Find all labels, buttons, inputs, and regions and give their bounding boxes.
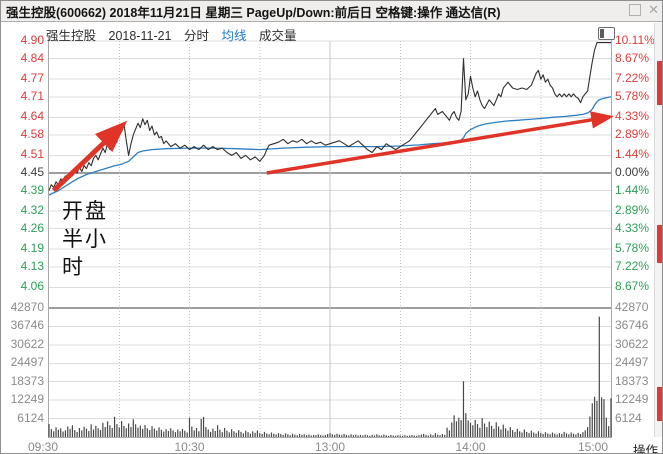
volume-tick-label: 18373: [615, 373, 649, 388]
action-label[interactable]: 操作: [633, 444, 659, 454]
pct-tick-label: 10.11%: [615, 33, 655, 48]
price-tick-label: 4.90: [20, 33, 44, 48]
price-tick-label: 4.13: [20, 258, 44, 273]
price-tick-label: 4.19: [20, 241, 44, 256]
period-label: 分时: [184, 29, 210, 43]
time-axis: 09:30 10:30 13:00 14:00 15:00: [1, 439, 662, 454]
pct-tick-label: 2.89%: [615, 203, 650, 218]
pct-tick-label: 8.67%: [615, 50, 650, 65]
time-tick-label: 14:00: [455, 440, 486, 454]
strip-marker: [657, 61, 662, 105]
window-controls: ✕: [629, 3, 659, 16]
pct-tick-label: 8.67%: [615, 279, 650, 294]
volume-tick-label: 42870: [10, 300, 44, 314]
pct-tick-label: 1.44%: [615, 182, 650, 197]
annotation-text: 开盘半小时: [62, 200, 108, 279]
stock-name: 强生控股: [46, 29, 97, 43]
title-bar[interactable]: 强生控股(600662) 2018年11月21日 星期三 PageUp/Down…: [1, 1, 662, 22]
close-icon[interactable]: ✕: [648, 2, 659, 17]
volume-tick-label: 30622: [10, 336, 44, 351]
time-tick-label: 09:30: [27, 440, 59, 454]
left-price-axis: 4.90 4.84 4.77 4.71 4.64 4.58 4.51 4.45 4.39 4.32…: [1, 1, 45, 453]
pct-tick-label: 1.44%: [615, 147, 650, 162]
price-tick-label: 4.39: [20, 182, 44, 197]
pct-tick-label: 0.00%: [615, 165, 650, 179]
time-tick-label: 13:00: [314, 440, 346, 454]
price-tick-label: 4.51: [20, 147, 44, 162]
pct-tick-label: 7.22%: [615, 71, 650, 86]
volume-tick-label: 36746: [615, 318, 649, 333]
price-tick-label: 4.45: [20, 165, 44, 179]
pct-tick-label: 4.33%: [615, 220, 650, 235]
price-tick-label: 4.64: [20, 109, 44, 124]
volume-tick-label: 12249: [10, 392, 44, 407]
strip-marker: [657, 225, 662, 263]
price-tick-label: 4.26: [20, 220, 44, 235]
volume-tick-label: 18373: [10, 373, 44, 388]
price-tick-label: 4.58: [20, 126, 44, 141]
pct-tick-label: 5.78%: [615, 88, 650, 103]
split-view-icon-fill: [600, 29, 604, 38]
chart-header: 强生控股 2018-11-21 分时 均线 成交量: [46, 25, 306, 44]
strip-marker: [657, 387, 662, 421]
time-tick-label: 10:30: [174, 440, 205, 454]
split-view-icon[interactable]: [598, 27, 615, 40]
volume-tick-label: 12249: [615, 392, 649, 407]
price-tick-label: 4.32: [20, 203, 44, 218]
volume-tick-label: 30622: [615, 336, 649, 351]
volume-tick-label: 24497: [10, 355, 44, 370]
volume-tick-label: 36746: [10, 318, 44, 333]
price-tick-label: 4.84: [20, 50, 44, 65]
price-tick-label: 4.06: [20, 279, 44, 294]
volume-tick-label: 6124: [615, 410, 642, 425]
ma-toggle[interactable]: 均线: [221, 29, 247, 43]
price-tick-label: 4.71: [20, 88, 44, 103]
volume-toggle[interactable]: 成交量: [259, 29, 297, 43]
pct-tick-label: 4.33%: [615, 109, 650, 124]
volume-tick-label: 42870: [615, 300, 649, 314]
volume-tick-label: 6124: [17, 410, 44, 425]
volume-tick-label: 24497: [615, 355, 649, 370]
right-percent-axis: 10.11% 8.67% 7.22% 5.78% 4.33% 2.89% 1.44% 0.00…: [614, 1, 660, 453]
chart-date: 2018-11-21: [108, 29, 172, 43]
window-title: 强生控股(600662) 2018年11月21日 星期三 PageUp/Down…: [6, 5, 501, 20]
time-tick-label: 15:00: [577, 440, 609, 454]
pct-tick-label: 2.89%: [615, 126, 650, 141]
right-scroll-strip[interactable]: [654, 23, 662, 437]
restore-icon[interactable]: [629, 3, 642, 16]
price-tick-label: 4.77: [20, 71, 44, 86]
pct-tick-label: 5.78%: [615, 241, 650, 256]
pct-tick-label: 7.22%: [615, 258, 650, 273]
